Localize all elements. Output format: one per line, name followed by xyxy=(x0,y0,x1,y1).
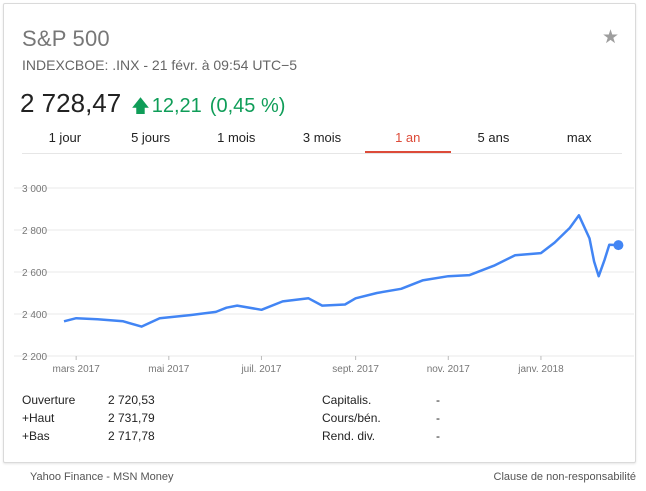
y-tick-label: 3 000 xyxy=(22,184,47,195)
stat-label: +Bas xyxy=(22,429,50,443)
stat-value: - xyxy=(436,411,440,425)
tab-max[interactable]: max xyxy=(566,130,592,145)
change-value: 12,21 xyxy=(151,95,202,117)
y-tick-label: 2 800 xyxy=(22,226,47,237)
stat-label: Capitalis. xyxy=(322,393,372,407)
stat-value: 2 720,53 xyxy=(108,393,155,407)
last-price-point xyxy=(613,240,624,251)
stat-row-market-cap: Capitalis. - xyxy=(322,393,440,411)
stats-left: Ouverture 2 720,53 +Haut 2 731,79 +Bas 2… xyxy=(22,393,155,447)
stat-row-pe-ratio: Cours/bén. - xyxy=(322,411,440,429)
price-row: 2 728,47 🡅 12,21 (0,45 %) xyxy=(20,88,285,124)
stat-value: - xyxy=(436,429,440,443)
y-tick-label: 2 400 xyxy=(22,310,47,321)
tab-3-months[interactable]: 3 mois xyxy=(302,130,342,145)
stat-label: Rend. div. xyxy=(322,429,376,443)
stat-label: +Haut xyxy=(22,411,55,425)
star-icon[interactable]: ★ xyxy=(601,27,619,48)
tab-5-years[interactable]: 5 ans xyxy=(477,130,510,145)
disclaimer-link[interactable]: Clause de non-responsabilité xyxy=(493,471,636,483)
arrow-up-icon: 🡅 xyxy=(131,96,150,116)
stat-label: Ouverture xyxy=(22,393,76,407)
tab-1-day[interactable]: 1 jour xyxy=(48,130,82,145)
tab-1-month[interactable]: 1 mois xyxy=(217,130,256,145)
x-tick-label: nov. 2017 xyxy=(427,364,471,375)
price-change: 🡅 12,21 (0,45 %) xyxy=(131,94,285,124)
x-tick-label: sept. 2017 xyxy=(332,364,379,375)
y-tick-label: 2 600 xyxy=(22,268,47,279)
tab-1-year[interactable]: 1 an xyxy=(364,125,451,153)
stock-title: S&P 500 xyxy=(22,26,110,51)
price-line xyxy=(63,214,619,328)
stock-card: S&P 500 INDEXCBOE: .INX - 21 févr. à 09:… xyxy=(3,3,636,463)
change-percent: (0,45 %) xyxy=(209,95,286,117)
stat-row-low: +Bas 2 717,78 xyxy=(22,429,155,447)
stat-value: 2 717,78 xyxy=(108,429,155,443)
stat-row-div-yield: Rend. div. - xyxy=(322,429,440,447)
x-tick-label: juil. 2017 xyxy=(240,364,281,375)
tab-5-days[interactable]: 5 jours xyxy=(131,130,171,145)
stat-value: - xyxy=(436,393,440,407)
stats-right: Capitalis. - Cours/bén. - Rend. div. - xyxy=(322,393,440,447)
data-sources-link[interactable]: Yahoo Finance - MSN Money xyxy=(30,471,174,483)
stock-subtitle: INDEXCBOE: .INX - 21 févr. à 09:54 UTC−5 xyxy=(22,57,298,73)
x-tick-label: mai 2017 xyxy=(148,364,190,375)
footer: Yahoo Finance - MSN Money Clause de non-… xyxy=(30,471,636,483)
price-chart[interactable]: 2 200 2 400 2 600 2 800 3 000 mars 2017 mai 20… xyxy=(14,182,634,382)
range-tabs: 1 jour 5 jours 1 mois 3 mois 1 an 5 ans … xyxy=(22,125,622,154)
y-tick-label: 2 200 xyxy=(22,352,47,363)
stat-value: 2 731,79 xyxy=(108,411,155,425)
x-tick-label: janv. 2018 xyxy=(517,364,564,375)
stat-label: Cours/bén. xyxy=(322,411,381,425)
stat-row-high: +Haut 2 731,79 xyxy=(22,411,155,429)
x-tick-label: mars 2017 xyxy=(53,364,101,375)
stat-row-open: Ouverture 2 720,53 xyxy=(22,393,155,411)
current-price: 2 728,47 xyxy=(20,88,122,118)
